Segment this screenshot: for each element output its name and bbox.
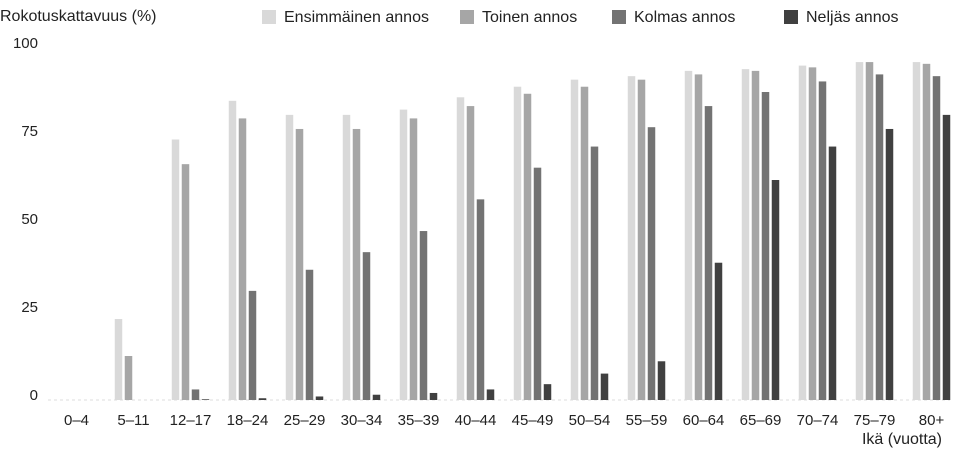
bar — [295, 128, 304, 400]
bar — [466, 106, 475, 400]
bar — [875, 74, 884, 401]
bar — [684, 70, 693, 400]
bar — [818, 81, 827, 400]
x-tick-label: 80+ — [919, 412, 945, 429]
bar — [201, 399, 210, 400]
bar — [798, 65, 807, 400]
bar — [932, 76, 941, 400]
bar — [647, 127, 656, 400]
x-tick-label: 25–29 — [284, 412, 326, 429]
bar — [627, 76, 636, 400]
legend-swatch — [262, 10, 276, 24]
legend-text: Kolmas annos — [634, 9, 735, 26]
x-tick-label: 70–74 — [797, 412, 839, 429]
bar — [694, 74, 703, 401]
bar — [704, 106, 713, 400]
bar — [657, 361, 666, 400]
bar — [305, 269, 314, 400]
bar — [315, 396, 324, 400]
y-tick-label: 0 — [30, 387, 38, 404]
bar — [570, 79, 579, 401]
bar — [124, 356, 133, 400]
bar — [808, 67, 817, 401]
bar — [285, 114, 294, 400]
bar — [771, 180, 780, 400]
bar — [761, 92, 770, 400]
bar — [181, 164, 190, 400]
bar — [228, 100, 237, 401]
bar — [533, 167, 542, 400]
bar — [476, 199, 485, 400]
x-tick-label: 65–69 — [740, 412, 782, 429]
bar — [714, 262, 723, 400]
bar — [352, 128, 361, 400]
bar — [543, 384, 552, 400]
bar — [513, 86, 522, 400]
bar — [238, 118, 247, 401]
x-tick-label: 45–49 — [512, 412, 554, 429]
bar — [855, 62, 864, 400]
bar — [114, 319, 123, 400]
bar — [456, 97, 465, 400]
y-tick-label: 50 — [21, 211, 38, 228]
legend-swatch — [784, 10, 798, 24]
bar — [486, 389, 495, 400]
x-tick-label: 55–59 — [626, 412, 668, 429]
bar — [399, 109, 408, 400]
x-tick-label: 5–11 — [117, 412, 149, 429]
x-tick-label: 50–54 — [569, 412, 611, 429]
bar — [912, 62, 921, 400]
y-tick-label: 25 — [21, 299, 38, 316]
bar — [637, 79, 646, 401]
x-tick-label: 30–34 — [341, 412, 383, 429]
x-axis-title: Ikä (vuotta) — [862, 431, 942, 448]
bar — [580, 86, 589, 400]
x-tick-label: 0–4 — [64, 412, 89, 429]
bar — [922, 63, 931, 401]
legend-swatch — [612, 10, 626, 24]
x-tick-label: 12–17 — [170, 412, 212, 429]
bar — [342, 114, 351, 400]
legend-swatch — [460, 10, 474, 24]
bar — [600, 373, 609, 400]
bar — [248, 290, 257, 400]
bar — [741, 69, 750, 401]
bar — [372, 394, 381, 400]
y-tick-label: 100 — [13, 35, 38, 52]
bar — [171, 139, 180, 400]
y-axis-title: Rokotuskattavuus (%) — [0, 8, 157, 25]
bar — [942, 114, 951, 400]
legend-text: Toinen annos — [482, 9, 577, 26]
bar — [191, 389, 200, 400]
x-tick-label: 60–64 — [683, 412, 725, 429]
x-tick-label: 75–79 — [854, 412, 896, 429]
x-tick-label: 18–24 — [227, 412, 269, 429]
bar — [419, 231, 428, 400]
bar — [258, 398, 267, 400]
bar — [885, 128, 894, 400]
bar — [865, 62, 874, 400]
bar — [751, 70, 760, 400]
bar — [409, 118, 418, 401]
bar — [828, 146, 837, 400]
bar — [362, 252, 371, 400]
x-tick-label: 35–39 — [398, 412, 440, 429]
legend-text: Ensimmäinen annos — [284, 9, 429, 26]
legend-text: Neljäs annos — [806, 9, 899, 26]
bar — [523, 93, 532, 400]
x-tick-label: 40–44 — [455, 412, 497, 429]
y-tick-label: 75 — [21, 123, 38, 140]
bar — [590, 146, 599, 400]
bar — [429, 392, 438, 400]
